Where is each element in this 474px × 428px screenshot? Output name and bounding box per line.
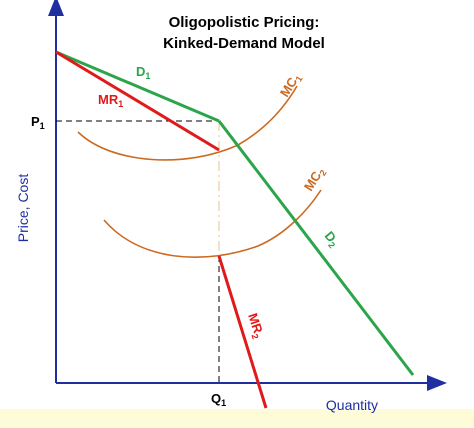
mr2-label: MR2	[243, 311, 267, 340]
mr2-line	[217, 255, 268, 409]
x-axis-label: Quantity	[326, 397, 378, 413]
y-axis-label: Price, Cost	[15, 174, 31, 243]
p1-label: P1	[31, 114, 45, 131]
q1-label: Q1	[211, 391, 226, 408]
mc2-curve	[103, 189, 322, 258]
d1-label: D1	[136, 64, 150, 81]
d2-line	[217, 120, 415, 376]
mc1-curve	[77, 85, 298, 161]
mr1-line	[55, 50, 220, 152]
footer-band	[0, 409, 474, 428]
mc1-label: MC1	[277, 70, 305, 100]
title-line-2: Kinked-Demand Model	[163, 35, 325, 52]
mr1-label: MR1	[98, 92, 123, 109]
d1-line	[55, 50, 220, 123]
title-line-1: Oligopolistic Pricing:	[169, 14, 320, 31]
d2-label: D2	[320, 228, 342, 250]
mc2-label: MC2	[301, 164, 329, 194]
